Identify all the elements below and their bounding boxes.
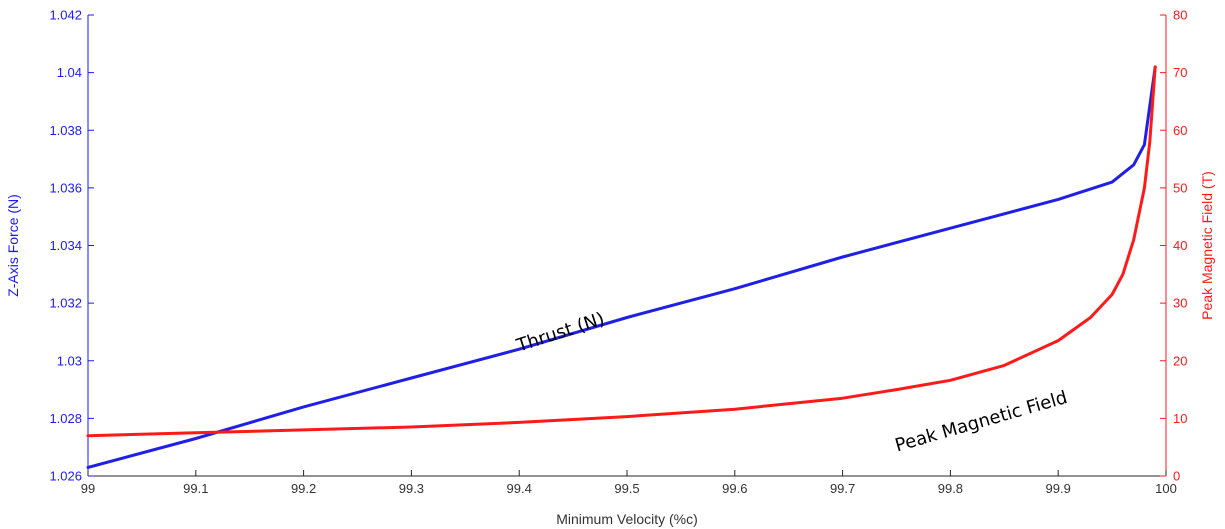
- thrust-line: [86, 65, 1157, 469]
- x-tick-label: 99.6: [722, 481, 747, 496]
- right-y-tick-label: 20: [1173, 353, 1187, 368]
- x-tick-label: 99.9: [1046, 481, 1071, 496]
- x-tick-label: 99.3: [399, 481, 424, 496]
- right-y-tick-label: 40: [1173, 238, 1187, 253]
- x-axis-title: Minimum Velocity (%c): [556, 511, 698, 527]
- left-y-tick-label: 1.028: [49, 411, 82, 426]
- thrust-annotation: Thrust (N): [513, 308, 607, 356]
- x-tick-label: 99.7: [830, 481, 855, 496]
- series-lines: [86, 65, 1157, 469]
- right-y-tick-label: 0: [1173, 469, 1180, 484]
- right-y-tick-label: 50: [1173, 180, 1187, 195]
- peak-magnetic-field-annotation: Peak Magnetic Field: [893, 387, 1070, 456]
- left-y-tick-label: 1.03: [57, 353, 82, 368]
- x-tick-label: 99.8: [938, 481, 963, 496]
- x-tick-label: 99.5: [614, 481, 639, 496]
- left-y-tick-label: 1.034: [49, 238, 82, 253]
- left-y-tick-label: 1.036: [49, 180, 82, 195]
- right-y-tick-label: 30: [1173, 296, 1187, 311]
- left-y-axis-title: Z-Axis Force (N): [5, 194, 21, 297]
- left-y-tick-label: 1.04: [57, 65, 82, 80]
- left-y-tick-label: 1.038: [49, 123, 82, 138]
- left-y-tick-label: 1.042: [49, 8, 82, 23]
- right-y-axis-title: Peak Magnetic Field (T): [1199, 171, 1215, 320]
- right-y-tick-label: 80: [1173, 8, 1187, 23]
- right-y-tick-label: 60: [1173, 123, 1187, 138]
- x-tick-label: 99.1: [183, 481, 208, 496]
- annotations: Thrust (N) Peak Magnetic Field: [513, 308, 1070, 456]
- x-tick-label: 99: [81, 481, 95, 496]
- left-y-tick-label: 1.032: [49, 296, 82, 311]
- right-y-tick-label: 10: [1173, 411, 1187, 426]
- axes: 99 99.1 99.2 99.3 99.4 99.5 99.6 99.7 99.8 99.9 10…: [49, 8, 1187, 497]
- x-tick-label: 99.2: [291, 481, 316, 496]
- x-tick-label: 99.4: [507, 481, 532, 496]
- right-y-tick-label: 70: [1173, 65, 1187, 80]
- left-y-tick-label: 1.026: [49, 469, 82, 484]
- x-tick-label: 100: [1155, 481, 1177, 496]
- peak-magnetic-field-line: [86, 65, 1157, 438]
